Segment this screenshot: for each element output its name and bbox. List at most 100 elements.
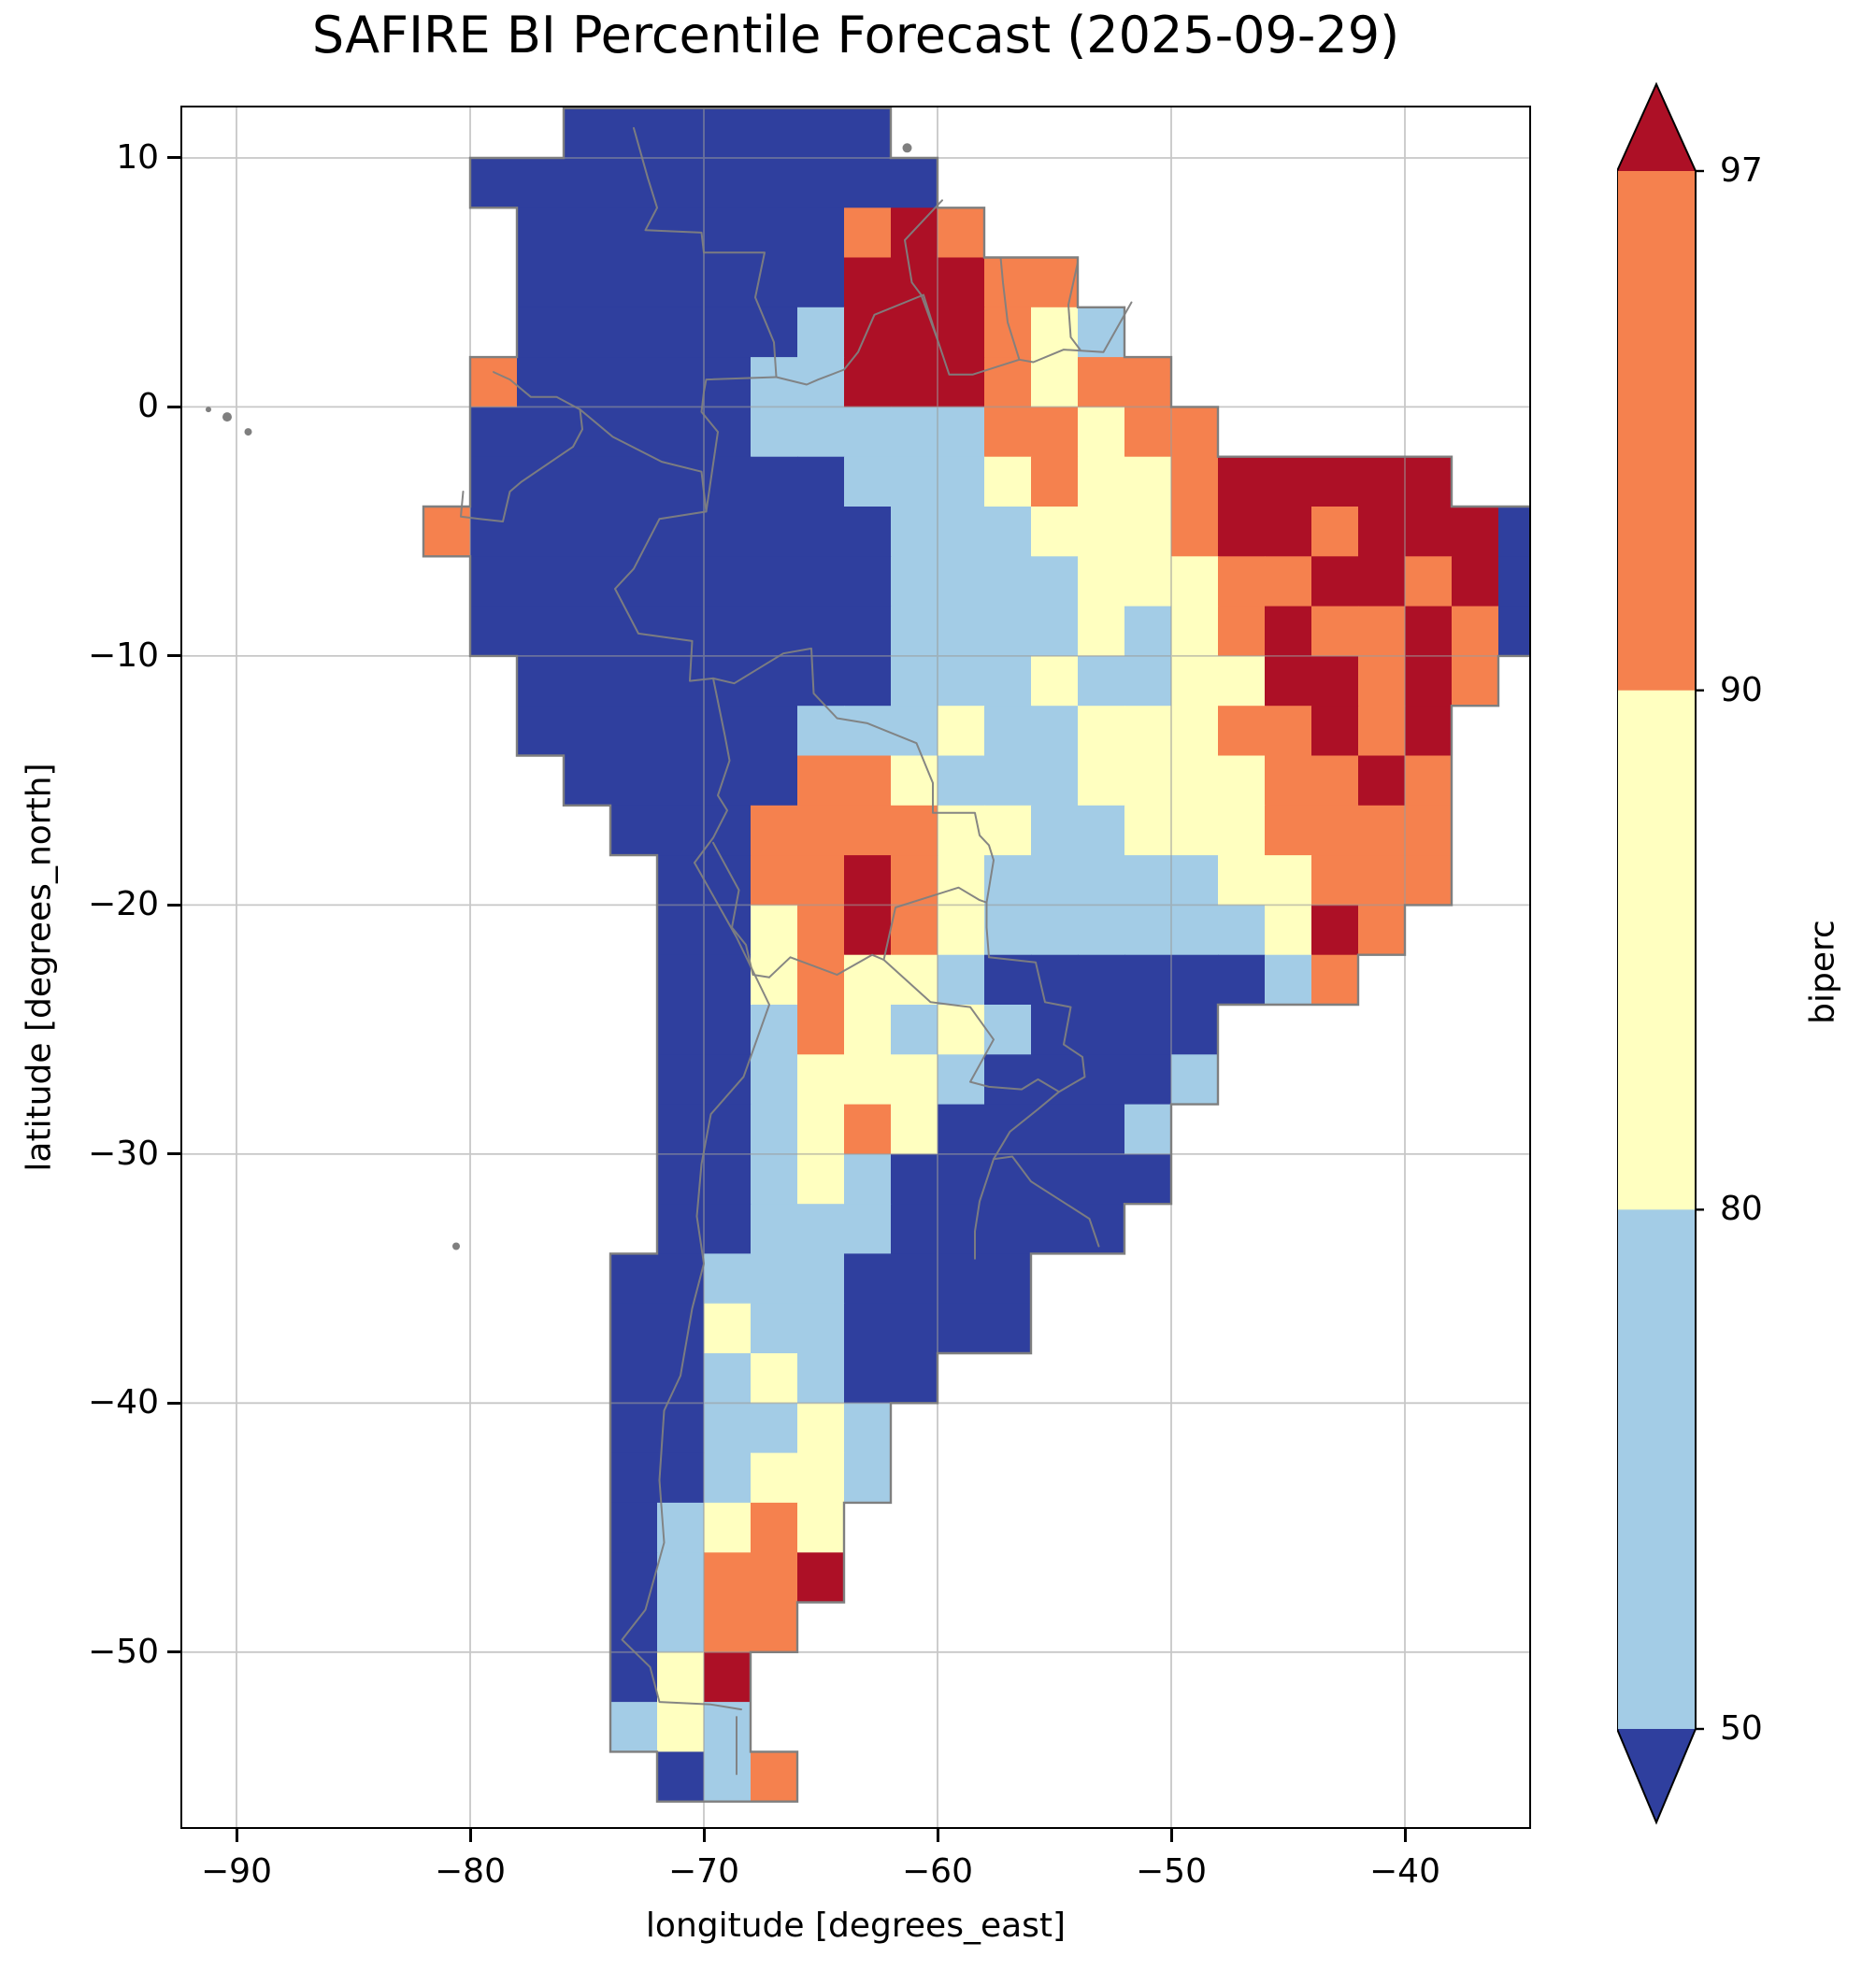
grid-cell [564, 307, 611, 358]
grid-cell [984, 905, 1032, 956]
grid-cell [657, 1005, 705, 1055]
grid-cell [1078, 805, 1125, 856]
grid-cell [797, 655, 845, 707]
grid-cell [610, 307, 658, 358]
grid-cell [1218, 855, 1266, 906]
grid-cell [1124, 357, 1172, 407]
heatmap-cells [423, 107, 1531, 1803]
grid-cell [1078, 954, 1125, 1006]
grid-cell [704, 1651, 752, 1703]
grid-cell [751, 1005, 798, 1055]
grid-cell [1171, 456, 1219, 507]
grid-cell [751, 1353, 798, 1404]
grid-cell [657, 606, 705, 657]
grid-cell [704, 1153, 752, 1205]
border-line [694, 677, 731, 864]
grid-cell [1452, 655, 1499, 707]
grid-cell [1405, 606, 1453, 657]
grid-cell [938, 357, 985, 407]
grid-cell [610, 158, 658, 208]
x-tick-label: −50 [1136, 1852, 1207, 1891]
grid-cell [657, 1502, 705, 1553]
grid-cell [610, 556, 658, 607]
grid-cell [610, 706, 658, 757]
grid-cell [657, 107, 705, 159]
grid-cell [1078, 1005, 1125, 1055]
grid-cell [797, 1104, 845, 1155]
grid-cell [1171, 606, 1219, 657]
grid-cell [470, 556, 518, 607]
grid-cell [1171, 755, 1219, 807]
grid-cell [704, 456, 752, 507]
grid-cell [797, 507, 845, 557]
grid-cell [1498, 606, 1531, 657]
grid-cell [938, 257, 985, 308]
grid-cell [797, 755, 845, 807]
grid-cell [751, 1552, 798, 1604]
grid-cell [1405, 456, 1453, 507]
x-tick-label: −90 [201, 1852, 272, 1891]
grid-cell [704, 606, 752, 657]
x-tick-mark [1169, 1829, 1173, 1842]
grid-cell [1405, 556, 1453, 607]
grid-cell [657, 1054, 705, 1106]
grid-cell [1265, 556, 1312, 607]
grid-cell [1078, 1204, 1125, 1255]
grid-cell [564, 257, 611, 308]
grid-cell [1031, 706, 1079, 757]
grid-cell [797, 1452, 845, 1504]
grid-cell [610, 1651, 658, 1703]
grid-cell [1265, 905, 1312, 956]
island-dot [244, 428, 252, 436]
grid-cell [844, 357, 892, 407]
grid-cell [797, 805, 845, 856]
grid-cell [423, 507, 471, 557]
grid-cell [704, 1005, 752, 1055]
grid-cell [891, 606, 938, 657]
grid-cell [1358, 755, 1406, 807]
grid-cell [984, 954, 1032, 1006]
grid-cell [891, 1204, 938, 1255]
grid-cell [1124, 855, 1172, 906]
grid-cell [797, 855, 845, 906]
grid-cell [610, 1403, 658, 1454]
grid-cell [657, 1153, 705, 1205]
colorbar-extend-above [1617, 84, 1696, 171]
island-dot [902, 143, 912, 153]
grid-cell [517, 357, 565, 407]
y-axis-label: latitude [degrees_north] [20, 763, 59, 1172]
grid-cell [704, 855, 752, 906]
coastline [422, 107, 1531, 1803]
grid-cell [1078, 1054, 1125, 1106]
grid-cell [984, 855, 1032, 906]
grid-cell [797, 1502, 845, 1553]
grid-cell [984, 1005, 1032, 1055]
grid-cell [564, 207, 611, 259]
grid-cell [704, 107, 752, 159]
grid-cell [984, 556, 1032, 607]
x-tick-mark [1403, 1829, 1407, 1842]
grid-cell [1311, 805, 1359, 856]
y-tick-label: −30 [88, 1134, 159, 1173]
grid-cell [1124, 556, 1172, 607]
grid-cell [1031, 655, 1079, 707]
grid-cell [1171, 655, 1219, 707]
grid-cell [751, 706, 798, 757]
grid-cell [751, 357, 798, 407]
grid-cell [844, 905, 892, 956]
border-line [579, 408, 708, 513]
grid-cell [751, 954, 798, 1006]
grid-cell [938, 905, 985, 956]
grid-cell [610, 1353, 658, 1404]
grid-cell [844, 207, 892, 259]
x-tick-label: −60 [902, 1852, 973, 1891]
x-tick-label: −80 [435, 1852, 506, 1891]
colorbar-segment [1617, 690, 1696, 1210]
border-line [1067, 261, 1081, 351]
grid-cell [657, 357, 705, 407]
grid-cell [517, 655, 565, 707]
grid-cell [657, 1452, 705, 1504]
grid-cell [751, 207, 798, 259]
grid-cell [1124, 407, 1172, 458]
grid-cell [1171, 706, 1219, 757]
